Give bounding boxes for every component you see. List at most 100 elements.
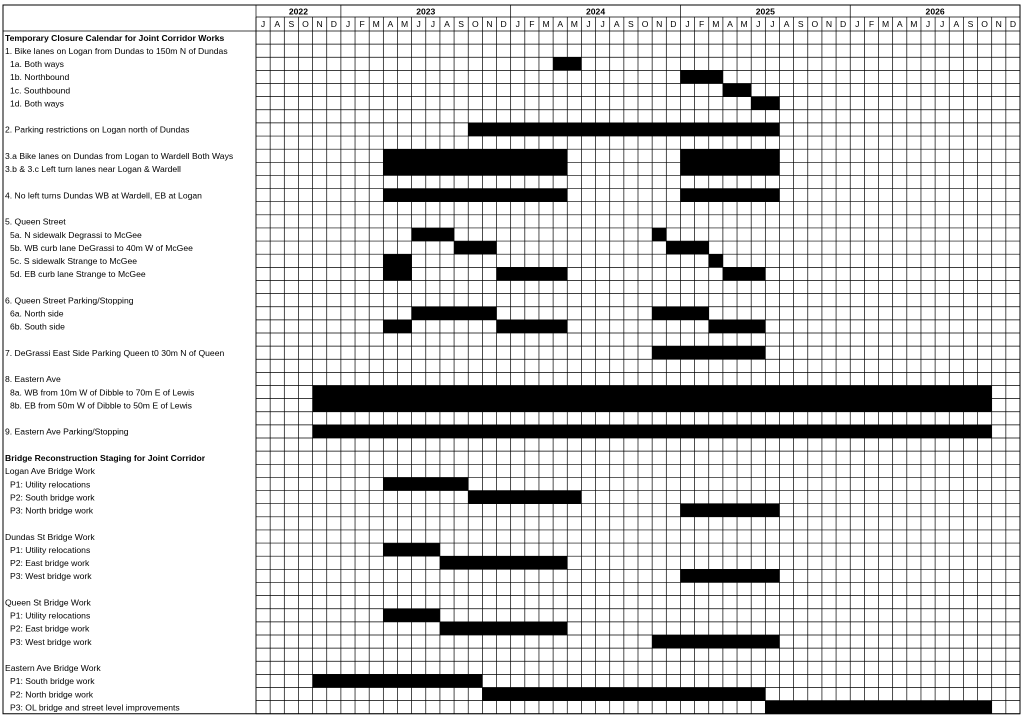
month-label: J: [417, 19, 421, 29]
row-label: P3: North bridge work: [10, 506, 94, 516]
closure-bar: [680, 503, 780, 517]
sheet-border: [2, 4, 1021, 715]
closure-bar: [680, 569, 780, 583]
year-label: 2024: [586, 6, 605, 16]
row-label: 9. Eastern Ave Parking/Stopping: [5, 427, 129, 437]
row-label: 2. Parking restrictions on Logan north o…: [5, 125, 189, 135]
closure-bar: [722, 267, 766, 281]
month-label: F: [699, 19, 704, 29]
row-label: P3: West bridge work: [10, 571, 92, 581]
month-label: A: [614, 19, 620, 29]
month-label: J: [940, 19, 944, 29]
month-label: J: [586, 19, 590, 29]
row-label: 5d. EB curb lane Strange to McGee: [10, 269, 146, 279]
month-label: D: [331, 19, 337, 29]
row-label: 8a. WB from 10m W of Dibble to 70m E of …: [10, 387, 194, 397]
month-label: J: [600, 19, 604, 29]
row-label: Bridge Reconstruction Staging for Joint …: [5, 453, 206, 463]
month-label: O: [812, 19, 819, 29]
row-label: 5. Queen Street: [5, 217, 66, 227]
month-label: N: [317, 19, 323, 29]
month-label: N: [826, 19, 832, 29]
row-label: P2: South bridge work: [10, 492, 95, 502]
month-label: M: [741, 19, 748, 29]
month-label: A: [557, 19, 563, 29]
closure-bar: [680, 162, 780, 176]
month-label: A: [274, 19, 280, 29]
row-label: Logan Ave Bridge Work: [5, 466, 96, 476]
row-label: P2: East bridge work: [10, 624, 90, 634]
closure-bar: [454, 241, 497, 255]
month-label: M: [712, 19, 719, 29]
row-label: Temporary Closure Calendar for Joint Cor…: [5, 33, 225, 43]
row-label: 1a. Both ways: [10, 59, 64, 69]
month-label: J: [261, 19, 265, 29]
month-label: N: [486, 19, 492, 29]
month-label: A: [444, 19, 450, 29]
closure-bar: [383, 162, 568, 176]
closure-bar: [439, 621, 568, 635]
month-label: M: [401, 19, 408, 29]
month-label: J: [855, 19, 859, 29]
month-label: A: [388, 19, 394, 29]
month-label: A: [897, 19, 903, 29]
closure-bar: [680, 149, 780, 163]
month-label: J: [516, 19, 520, 29]
month-label: J: [756, 19, 760, 29]
closure-bar: [496, 267, 568, 281]
month-label: S: [798, 19, 804, 29]
month-label: M: [571, 19, 578, 29]
row-label: 5a. N sidewalk Degrassi to McGee: [10, 230, 142, 240]
month-label: A: [784, 19, 790, 29]
month-label: O: [981, 19, 988, 29]
row-label: 1c. Southbound: [10, 85, 70, 95]
row-label: 3.b & 3.c Left turn lanes near Logan & W…: [5, 164, 181, 174]
closure-bar: [411, 227, 455, 242]
row-label: 6a. North side: [10, 309, 64, 319]
month-label: A: [727, 19, 733, 29]
row-label: 1b. Northbound: [10, 72, 69, 82]
month-label: N: [656, 19, 662, 29]
closure-bar: [652, 227, 667, 242]
year-label: 2023: [416, 6, 435, 16]
month-label: M: [910, 19, 917, 29]
month-label: N: [996, 19, 1002, 29]
month-label: J: [685, 19, 689, 29]
row-label: P3: OL bridge and street level improveme…: [10, 702, 180, 712]
row-label: 5b. WB curb lane DeGrassi to 40m W of Mc…: [10, 243, 193, 253]
year-label: 2026: [926, 6, 945, 16]
month-label: D: [1010, 19, 1016, 29]
row-label: 6b. South side: [10, 322, 65, 332]
row-label: 8b. EB from 50m W of Dibble to 50m E of …: [10, 400, 192, 410]
month-label: M: [542, 19, 549, 29]
closure-bar: [652, 634, 780, 649]
month-label: S: [628, 19, 634, 29]
row-label: P1: Utility relocations: [10, 545, 90, 555]
month-label: D: [670, 19, 676, 29]
month-label: O: [302, 19, 309, 29]
month-label: D: [500, 19, 506, 29]
month-label: J: [926, 19, 930, 29]
month-label: F: [869, 19, 874, 29]
row-label: 8. Eastern Ave: [5, 374, 61, 384]
closure-bar: [383, 149, 568, 163]
row-label: 1d. Both ways: [10, 98, 64, 108]
closure-bar: [439, 556, 568, 570]
month-label: O: [472, 19, 479, 29]
month-label: F: [359, 19, 364, 29]
month-label: O: [642, 19, 649, 29]
month-label: F: [529, 19, 534, 29]
month-label: J: [346, 19, 350, 29]
month-label: J: [770, 19, 774, 29]
row-label: Eastern Ave Bridge Work: [5, 663, 101, 673]
row-label: P2: East bridge work: [10, 558, 90, 568]
month-label: S: [968, 19, 974, 29]
closure-bar: [383, 188, 568, 202]
month-label: M: [373, 19, 380, 29]
row-label: 1. Bike lanes on Logan from Dundas to 15…: [5, 46, 228, 56]
year-label: 2022: [289, 6, 308, 16]
row-label: P2: North bridge work: [10, 689, 94, 699]
row-label: Dundas St Bridge Work: [5, 532, 95, 542]
month-label: M: [882, 19, 889, 29]
